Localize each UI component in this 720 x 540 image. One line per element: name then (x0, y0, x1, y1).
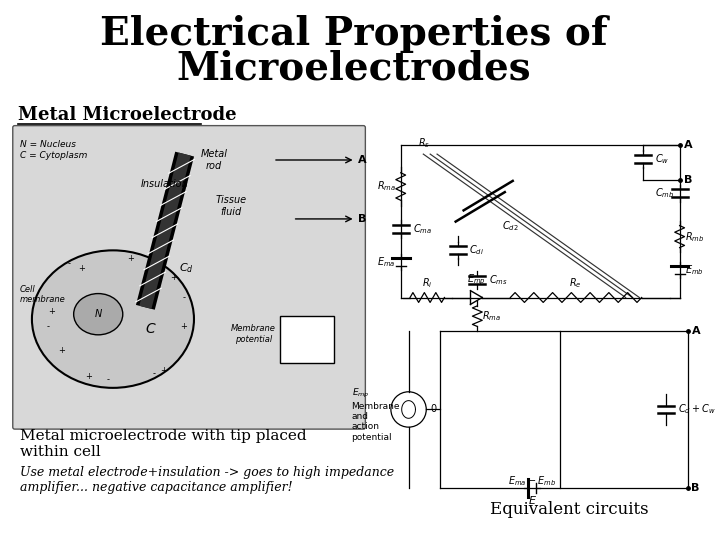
Text: +: + (49, 307, 55, 316)
Text: $E_{mp}$
Membrane
and
action
potential: $E_{mp}$ Membrane and action potential (351, 387, 400, 442)
Text: Cell
membrane: Cell membrane (19, 285, 66, 304)
Text: -: - (107, 375, 109, 384)
Ellipse shape (73, 294, 123, 335)
Text: +: + (127, 254, 134, 263)
Text: $C_d+C_w$: $C_d+C_w$ (678, 402, 716, 416)
Text: Insulation: Insulation (141, 179, 189, 188)
Text: +: + (85, 372, 92, 381)
Text: +: + (58, 346, 66, 355)
Text: N: N (94, 309, 102, 319)
Text: $R_e$: $R_e$ (570, 276, 582, 289)
Text: E: E (528, 496, 536, 506)
Text: $R_{ma}$: $R_{ma}$ (377, 180, 396, 193)
Text: -: - (153, 369, 156, 379)
Text: B: B (683, 174, 692, 185)
Text: Metal
rod: Metal rod (201, 149, 228, 171)
Text: +: + (171, 273, 177, 282)
Text: A: A (358, 155, 366, 165)
Text: B: B (358, 214, 366, 224)
Text: Metal Microelectrode: Metal Microelectrode (18, 106, 236, 124)
Text: A: A (683, 140, 692, 150)
Text: C: C (145, 322, 155, 336)
Text: $E_{ma}$: $E_{ma}$ (377, 255, 396, 269)
Text: Membrane
potential: Membrane potential (231, 324, 276, 343)
Text: Microelectrodes: Microelectrodes (176, 49, 531, 87)
Text: Metal microelectrode with tip placed
within cell: Metal microelectrode with tip placed wit… (19, 429, 306, 460)
Text: +: + (161, 366, 168, 375)
Bar (280, 316, 334, 363)
Text: Reference
electrode: Reference electrode (285, 324, 328, 343)
Text: $R_s$: $R_s$ (418, 137, 431, 150)
Text: A: A (691, 326, 700, 336)
Text: $R_{mb}$: $R_{mb}$ (685, 230, 704, 244)
Text: B: B (691, 483, 700, 493)
Text: +: + (78, 264, 85, 273)
Text: $E_{mb}$: $E_{mb}$ (685, 263, 703, 277)
FancyBboxPatch shape (13, 126, 365, 429)
Text: -: - (67, 260, 71, 268)
Text: $C_{ms}$: $C_{ms}$ (489, 273, 508, 287)
Text: Tissue
fluid: Tissue fluid (215, 195, 246, 217)
Text: $R_{ma}$: $R_{ma}$ (482, 309, 501, 323)
Text: $C_{mb}$: $C_{mb}$ (655, 186, 675, 200)
Ellipse shape (32, 251, 194, 388)
Text: $C_w$: $C_w$ (655, 152, 670, 166)
Text: $E_{ma}-E_{mb}$: $E_{ma}-E_{mb}$ (508, 474, 557, 488)
Text: $R_i$: $R_i$ (422, 276, 433, 289)
Text: $C_{d2}$: $C_{d2}$ (502, 219, 518, 233)
Text: Equivalent circuits: Equivalent circuits (490, 501, 649, 518)
Text: Use metal electrode+insulation -> goes to high impedance
amplifier... negative c: Use metal electrode+insulation -> goes t… (19, 467, 394, 495)
Text: 0: 0 (430, 404, 436, 415)
Text: -: - (47, 322, 50, 332)
Text: -: - (182, 293, 185, 302)
Text: $C_{di}$: $C_{di}$ (469, 244, 485, 257)
Text: N = Nucleus
C = Cytoplasm: N = Nucleus C = Cytoplasm (19, 140, 87, 160)
Text: +: + (180, 322, 187, 332)
Text: $E_{mp}$: $E_{mp}$ (467, 272, 486, 287)
Text: $C_d$: $C_d$ (179, 261, 194, 275)
Text: Electrical Properties of: Electrical Properties of (100, 15, 608, 52)
Text: $C_{ma}$: $C_{ma}$ (413, 222, 432, 235)
